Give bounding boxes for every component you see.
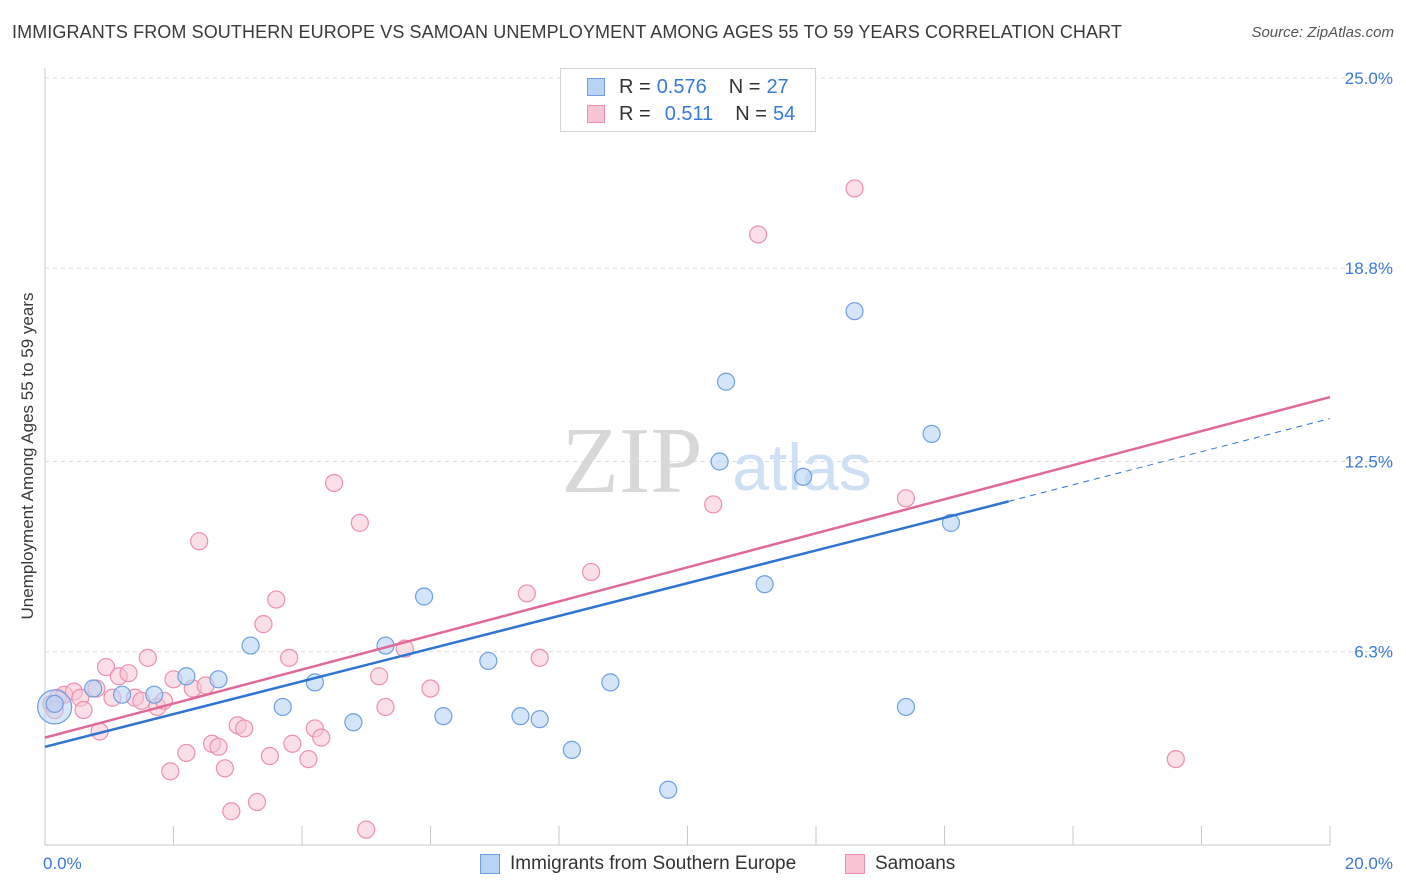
y-tick-label: 18.8% bbox=[1345, 259, 1393, 278]
n-value: 27 bbox=[766, 75, 789, 98]
immigrants-points bbox=[37, 302, 961, 799]
immigrants-point bbox=[710, 452, 729, 471]
samoans-point bbox=[357, 820, 376, 839]
samoans-point bbox=[530, 648, 549, 667]
immigrants-point bbox=[434, 707, 453, 726]
samoans-point bbox=[704, 495, 723, 514]
samoans-point bbox=[896, 489, 916, 508]
samoans-point bbox=[209, 737, 228, 756]
immigrants-point bbox=[601, 673, 620, 692]
immigrants-point bbox=[562, 740, 581, 759]
immigrants-point bbox=[241, 636, 260, 655]
immigrants-point bbox=[209, 670, 228, 689]
correlation-legend: R = 0.576 N = 27 R = 0.511 N = 54 bbox=[560, 68, 816, 132]
axes bbox=[44, 68, 1331, 846]
samoans-point bbox=[96, 657, 116, 677]
samoans-point bbox=[299, 749, 318, 769]
samoans-point bbox=[376, 697, 395, 717]
watermark: ZIP atlas bbox=[562, 409, 872, 513]
samoans-point bbox=[749, 225, 768, 244]
samoans-legend-label: Samoans bbox=[875, 853, 956, 874]
samoans-points bbox=[42, 179, 1185, 839]
n-value: 54 bbox=[772, 102, 796, 125]
samoans-point bbox=[119, 664, 138, 683]
immigrants-swatch bbox=[587, 78, 605, 96]
legend-row-immigrants: R = 0.576 N = 27 bbox=[587, 75, 789, 99]
immigrants-point bbox=[479, 651, 498, 671]
immigrants-point bbox=[45, 694, 64, 713]
samoans-point bbox=[370, 667, 389, 686]
r-label: R = bbox=[619, 102, 651, 125]
immigrants-point bbox=[273, 697, 292, 717]
samoans-swatch bbox=[587, 105, 605, 123]
samoans-point bbox=[312, 728, 331, 747]
legend-item-immigrants[interactable]: Immigrants from Southern Europe bbox=[480, 852, 796, 876]
legend-item-samoans[interactable]: Samoans bbox=[845, 852, 955, 876]
immigrants-legend-label: Immigrants from Southern Europe bbox=[510, 853, 797, 874]
y-tick-label: 6.3% bbox=[1354, 643, 1393, 662]
n-label: N = bbox=[728, 75, 761, 98]
immigrants-trend-extension bbox=[1008, 418, 1331, 502]
immigrants-point bbox=[177, 667, 196, 686]
n-label: N = bbox=[735, 102, 767, 125]
x-tick-label: 20.0% bbox=[1345, 854, 1393, 873]
immigrants-point bbox=[922, 424, 941, 443]
samoans-point bbox=[235, 719, 254, 738]
watermark-zip: ZIP bbox=[562, 409, 703, 513]
samoans-point bbox=[845, 179, 864, 198]
y-tick-label: 12.5% bbox=[1345, 453, 1393, 472]
immigrants-legend-swatch bbox=[480, 854, 500, 874]
immigrants-point bbox=[145, 685, 164, 704]
immigrants-point bbox=[716, 372, 736, 391]
watermark-atlas: atlas bbox=[732, 430, 871, 504]
immigrants-point bbox=[530, 710, 549, 729]
immigrants-point bbox=[794, 467, 813, 486]
samoans-point bbox=[280, 648, 299, 667]
samoans-point bbox=[138, 648, 157, 667]
samoans-point bbox=[325, 473, 344, 493]
tick-labels: 6.3% 12.5% 18.8% 25.0% 0.0% 20.0% bbox=[43, 69, 1393, 873]
r-value: 0.511 bbox=[664, 102, 714, 125]
samoans-point bbox=[161, 762, 180, 781]
source-label: Source: ZipAtlas.com bbox=[1251, 24, 1394, 41]
immigrants-point bbox=[344, 713, 363, 732]
samoans-point bbox=[260, 746, 279, 766]
immigrants-trend-line bbox=[44, 500, 1010, 749]
samoans-point bbox=[190, 532, 209, 551]
y-tick-label: 25.0% bbox=[1345, 69, 1393, 88]
immigrants-point bbox=[659, 780, 678, 799]
samoans-point bbox=[283, 734, 302, 753]
samoans-point bbox=[350, 513, 369, 532]
legend-row-samoans: R = 0.511 N = 54 bbox=[587, 102, 795, 126]
samoans-legend-swatch bbox=[845, 854, 865, 874]
immigrants-point bbox=[84, 679, 103, 698]
immigrants-point bbox=[941, 513, 961, 532]
samoans-point bbox=[1166, 749, 1185, 769]
samoans-point bbox=[582, 562, 601, 582]
immigrants-point bbox=[112, 685, 132, 704]
samoans-point bbox=[517, 584, 536, 603]
trend-lines bbox=[44, 395, 1331, 749]
samoans-point bbox=[177, 743, 196, 763]
grid-lines bbox=[45, 77, 1390, 653]
immigrants-point bbox=[755, 575, 774, 594]
immigrants-point bbox=[414, 587, 434, 606]
samoans-point bbox=[254, 615, 273, 634]
samoans-point bbox=[267, 590, 286, 609]
immigrants-point bbox=[896, 697, 916, 717]
x-tick-label: 0.0% bbox=[43, 854, 82, 873]
samoans-point bbox=[222, 802, 241, 821]
samoans-trend-line bbox=[44, 395, 1331, 739]
immigrants-point bbox=[511, 707, 530, 726]
samoans-point bbox=[74, 700, 93, 720]
r-value: 0.576 bbox=[656, 75, 707, 98]
samoans-point bbox=[215, 759, 234, 778]
samoans-point bbox=[421, 679, 440, 698]
samoans-point bbox=[247, 792, 267, 812]
r-label: R = bbox=[619, 75, 651, 98]
immigrants-point bbox=[845, 302, 864, 321]
chart-title: IMMIGRANTS FROM SOUTHERN EUROPE VS SAMOA… bbox=[12, 22, 1123, 42]
